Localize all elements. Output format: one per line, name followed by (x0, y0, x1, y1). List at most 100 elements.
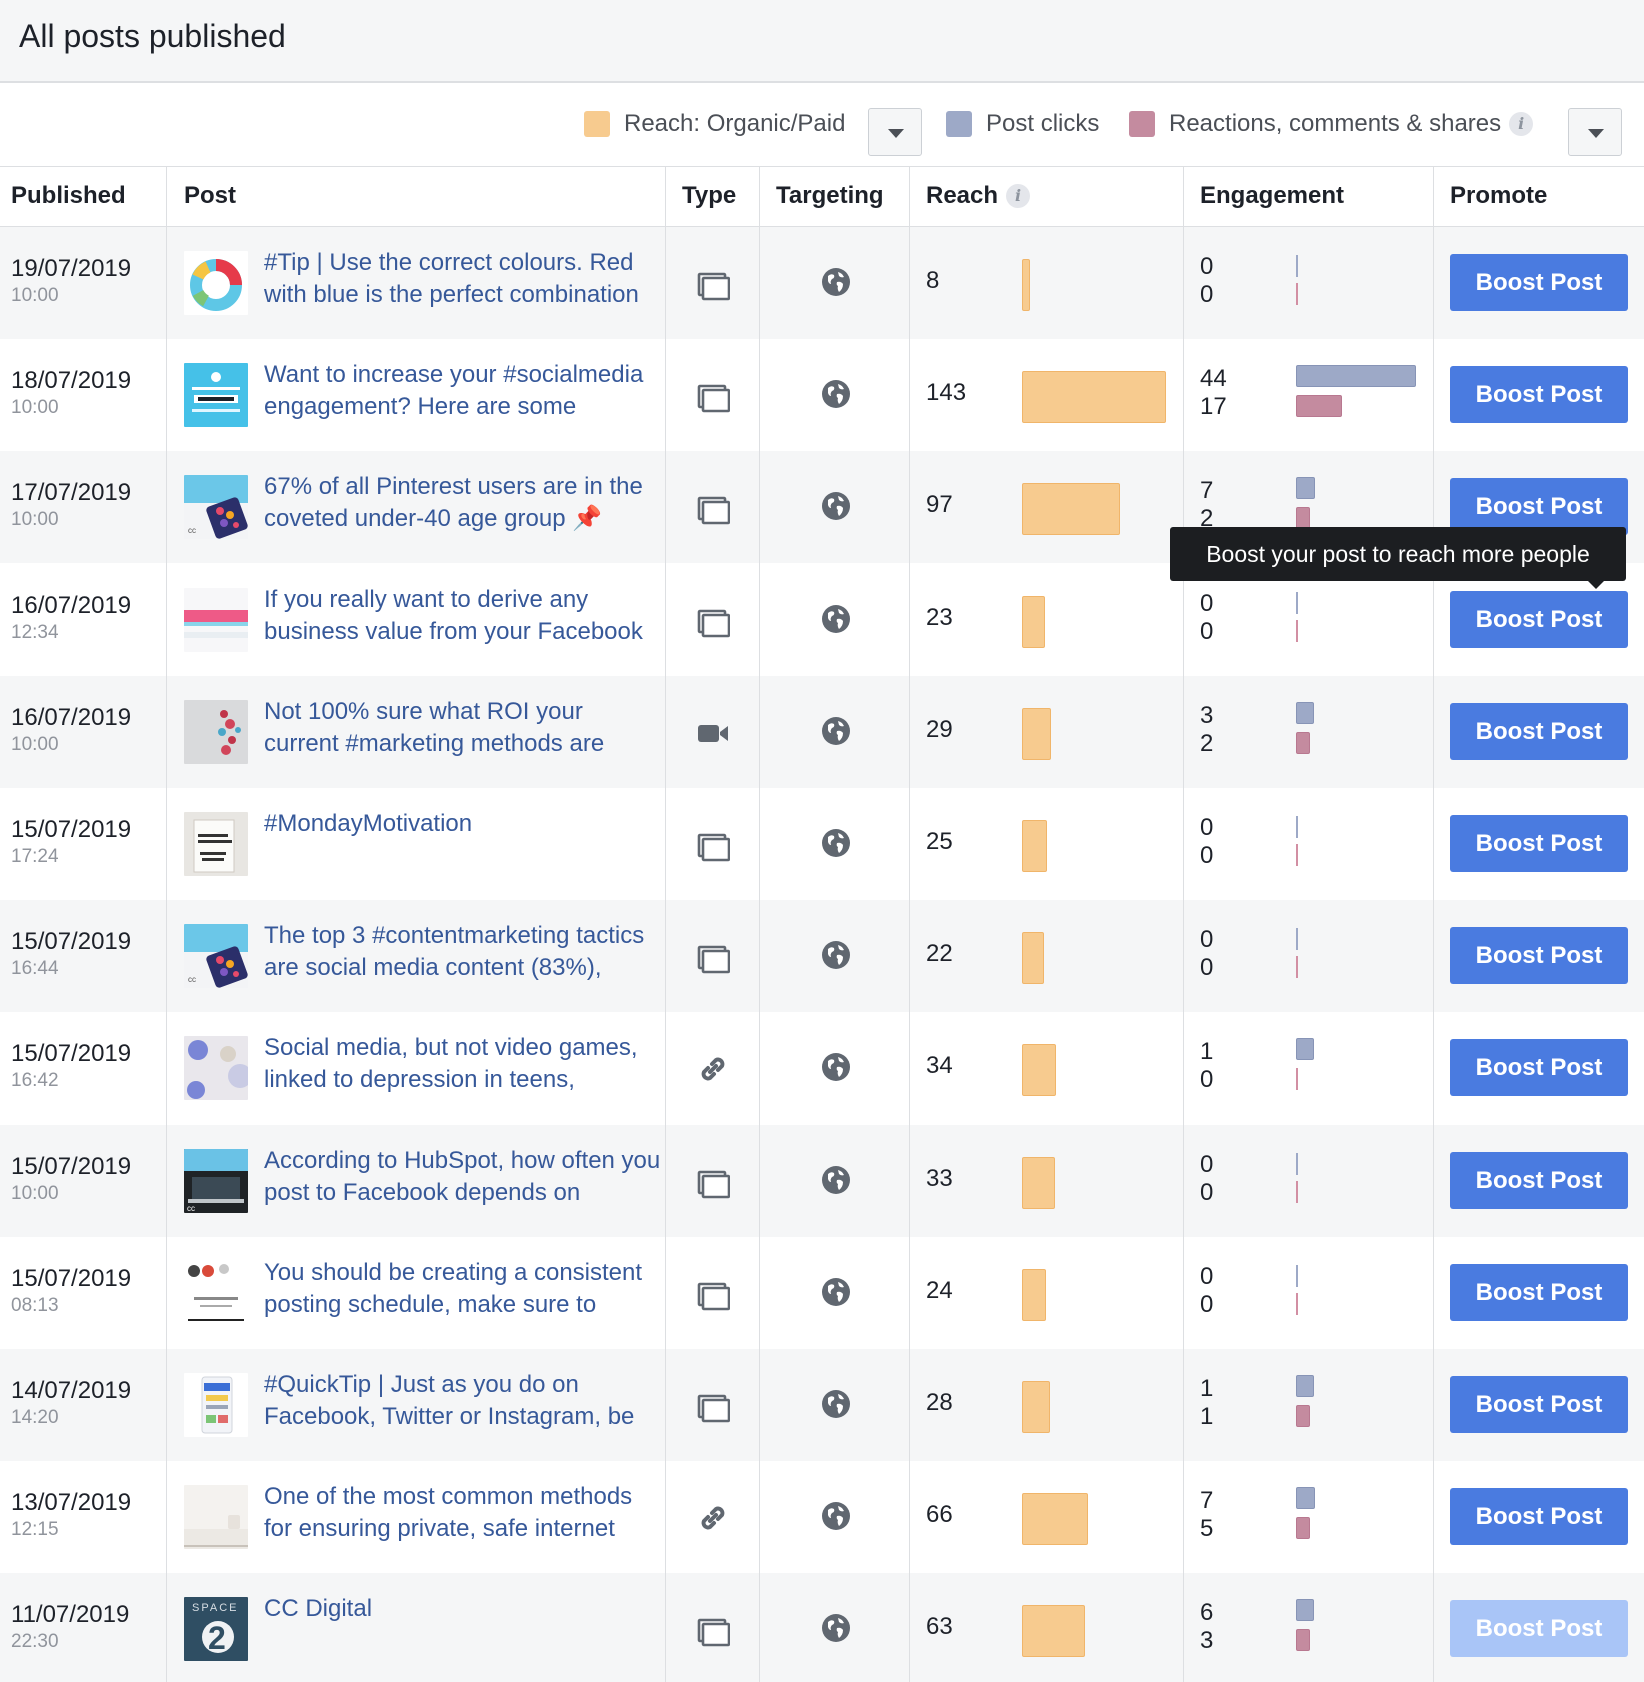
post-link[interactable]: Want to increase your #socialmedia engag… (264, 361, 644, 420)
post-clicks-value: 3 (1200, 702, 1214, 729)
published-date: 16/07/2019 (11, 592, 132, 619)
boost-post-button[interactable]: Boost Post (1450, 478, 1628, 535)
column-header-targeting[interactable]: Targeting (776, 182, 884, 209)
post-thumbnail[interactable] (184, 251, 248, 315)
legend-bar: Reach: Organic/Paid Post clicks Reaction… (0, 83, 1644, 167)
post-thumbnail[interactable]: SPACE 2 (184, 1597, 248, 1661)
post-clicks-value: 7 (1200, 477, 1214, 504)
post-clicks-value: 0 (1200, 1263, 1214, 1290)
post-clicks-value: 7 (1200, 1487, 1214, 1514)
post-thumbnail[interactable]: cc (184, 1149, 248, 1213)
post-thumbnail[interactable]: cc (184, 475, 248, 539)
boost-post-button[interactable]: Boost Post (1450, 1600, 1628, 1657)
boost-post-button[interactable]: Boost Post (1450, 591, 1628, 648)
table-row: 16/07/2019 12:34 If you really want to der… (0, 564, 1644, 676)
post-link[interactable]: According to HubSpot, how often you post… (264, 1147, 661, 1206)
reach-bar (1022, 932, 1044, 984)
reactions-value: 3 (1200, 1627, 1214, 1654)
reactions-bar (1296, 844, 1298, 866)
post-thumbnail[interactable] (184, 812, 248, 876)
legend-reactions-label: Reactions, comments & shares (1169, 110, 1502, 137)
reactions-bar (1296, 956, 1298, 978)
public-globe-icon (821, 491, 851, 521)
photo-icon (696, 1389, 731, 1423)
boost-post-button[interactable]: Boost Post (1450, 1488, 1628, 1545)
post-thumbnail[interactable] (184, 1261, 248, 1325)
post-link[interactable]: If you really want to derive any busines… (264, 586, 643, 645)
boost-post-button[interactable]: Boost Post (1450, 366, 1628, 423)
svg-text:2: 2 (208, 1620, 226, 1656)
post-link[interactable]: #Tip | Use the correct colours. Red with… (264, 249, 639, 308)
published-time: 14:20 (11, 1407, 59, 1428)
published-time: 22:30 (11, 1631, 59, 1652)
link-icon (696, 1501, 730, 1535)
boost-post-button[interactable]: Boost Post (1450, 1152, 1628, 1209)
reach-info-icon[interactable]: i (1006, 184, 1031, 208)
reach-value: 8 (926, 267, 940, 294)
svg-text:cc: cc (188, 526, 196, 535)
photo-icon (696, 1277, 731, 1311)
post-thumbnail[interactable] (184, 1036, 248, 1100)
engagement-dropdown-button[interactable] (1568, 108, 1622, 156)
column-divider (166, 167, 167, 1682)
info-icon[interactable]: i (1509, 112, 1534, 136)
boost-post-button[interactable]: Boost Post (1450, 1376, 1628, 1433)
published-time: 16:44 (11, 958, 59, 979)
reach-value: 63 (926, 1613, 953, 1640)
post-link[interactable]: CC Digital (264, 1595, 373, 1622)
post-thumbnail[interactable] (184, 363, 248, 427)
public-globe-icon (821, 267, 851, 297)
column-header-type[interactable]: Type (682, 182, 737, 209)
published-time: 10:00 (11, 397, 59, 418)
reactions-value: 1 (1200, 1403, 1214, 1430)
post-link[interactable]: Not 100% sure what ROI your current #mar… (264, 698, 605, 757)
post-clicks-bar (1296, 255, 1298, 277)
post-link[interactable]: #MondayMotivation (264, 810, 473, 837)
published-date: 16/07/2019 (11, 704, 132, 731)
post-link[interactable]: #QuickTip | Just as you do on Facebook, … (264, 1371, 635, 1430)
post-clicks-value: 0 (1200, 814, 1214, 841)
published-date: 15/07/2019 (11, 1040, 132, 1067)
post-thumbnail[interactable] (184, 1485, 248, 1549)
reach-swatch (584, 111, 610, 137)
post-clicks-value: 1 (1200, 1038, 1214, 1065)
legend-reach-label: Reach: Organic/Paid (624, 110, 846, 137)
post-thumbnail[interactable] (184, 588, 248, 652)
post-thumbnail[interactable] (184, 1373, 248, 1437)
reactions-swatch (1129, 111, 1155, 137)
column-divider (759, 167, 760, 1682)
reactions-bar (1296, 1517, 1310, 1539)
published-date: 13/07/2019 (11, 1489, 132, 1516)
column-header-engagement[interactable]: Engagement (1200, 182, 1345, 209)
column-header-reach[interactable]: Reach i (926, 182, 1031, 210)
post-link[interactable]: The top 3 #contentmarketing tactics are … (264, 922, 645, 981)
published-date: 15/07/2019 (11, 1265, 132, 1292)
post-clicks-bar (1296, 365, 1416, 387)
post-link[interactable]: Social media, but not video games, linke… (264, 1034, 638, 1093)
reach-value: 143 (926, 379, 967, 406)
boost-post-button[interactable]: Boost Post (1450, 254, 1628, 311)
boost-post-button[interactable]: Boost Post (1450, 815, 1628, 872)
svg-text:cc: cc (187, 1204, 195, 1213)
table-row: 13/07/2019 12:15 One of the most common me… (0, 1461, 1644, 1573)
legend-reactions: Reactions, comments & shares i (1129, 107, 1534, 141)
column-header-post[interactable]: Post (184, 182, 237, 209)
reach-dropdown-button[interactable] (868, 108, 922, 156)
post-thumbnail[interactable]: cc (184, 924, 248, 988)
boost-post-button[interactable]: Boost Post (1450, 703, 1628, 760)
post-link[interactable]: One of the most common methods for ensur… (264, 1483, 633, 1542)
reach-value: 33 (926, 1165, 953, 1192)
post-thumbnail[interactable] (184, 700, 248, 764)
post-link[interactable]: You should be creating a consistent post… (264, 1259, 643, 1318)
boost-post-button[interactable]: Boost Post (1450, 1264, 1628, 1321)
column-header-published[interactable]: Published (11, 182, 126, 209)
published-time: 08:13 (11, 1295, 59, 1316)
reach-bar (1022, 1044, 1056, 1096)
boost-post-button[interactable]: Boost Post (1450, 927, 1628, 984)
public-globe-icon (821, 1389, 851, 1419)
reactions-value: 0 (1200, 281, 1214, 308)
boost-post-button[interactable]: Boost Post (1450, 1039, 1628, 1096)
published-time: 10:00 (11, 285, 59, 306)
post-link[interactable]: 67% of all Pinterest users are in the co… (264, 473, 643, 532)
reach-bar (1022, 1493, 1088, 1545)
